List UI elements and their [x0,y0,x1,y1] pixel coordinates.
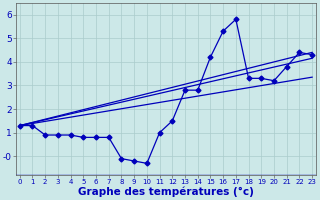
X-axis label: Graphe des températures (°c): Graphe des températures (°c) [78,187,254,197]
